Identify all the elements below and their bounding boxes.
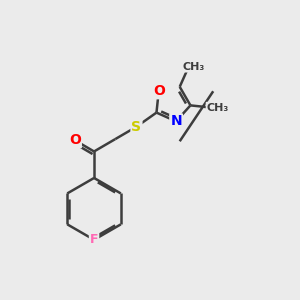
Text: F: F <box>90 233 98 246</box>
Text: CH₃: CH₃ <box>207 103 229 113</box>
Text: N: N <box>170 114 182 128</box>
Text: O: O <box>153 84 165 98</box>
Text: S: S <box>131 120 142 134</box>
Text: CH₃: CH₃ <box>183 61 205 72</box>
Text: O: O <box>69 133 81 147</box>
